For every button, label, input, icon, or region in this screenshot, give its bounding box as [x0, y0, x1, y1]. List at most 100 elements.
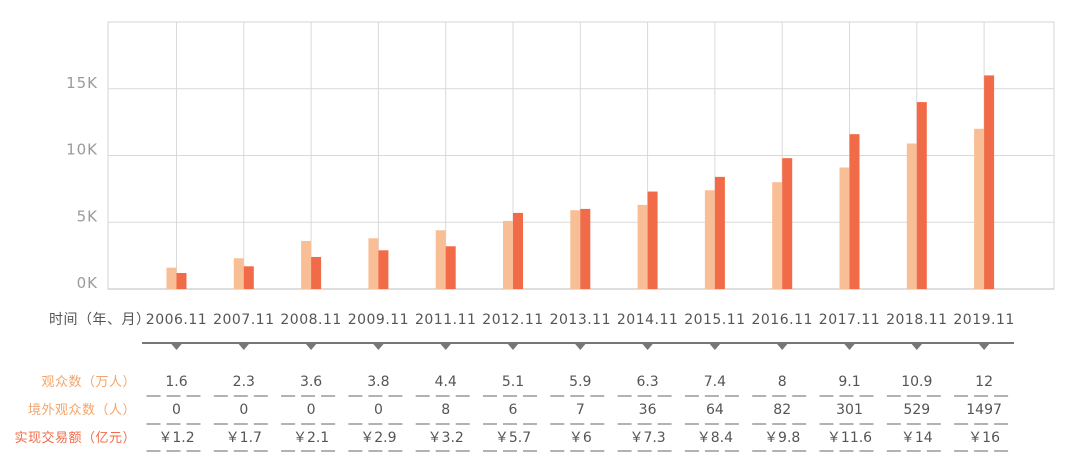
bar-series-1: [704, 190, 715, 289]
bar-series-1: [906, 143, 917, 289]
timeline-marker: [305, 343, 318, 350]
table-cell: 10.9: [901, 374, 932, 390]
timeline-marker: [910, 343, 923, 350]
bar-series-2: [176, 272, 187, 289]
table-cell: ￥16: [968, 430, 1000, 446]
bar-series-1: [301, 240, 312, 289]
table-cell: ￥8.4: [697, 430, 733, 446]
table-row-label: 观众数（万人）: [41, 375, 136, 390]
table-cell: 7.4: [704, 374, 726, 390]
x-tick-label: 2012.11: [482, 312, 543, 328]
table-cell: 5.1: [502, 374, 524, 390]
bar-series-1: [503, 220, 513, 289]
x-tick-label: 2013.11: [550, 312, 611, 328]
table-cell: 82: [773, 402, 791, 418]
table-cell: 529: [903, 402, 930, 418]
timeline-marker: [237, 343, 250, 350]
bar-series-2: [849, 134, 860, 289]
table-cell: ￥6: [569, 430, 592, 446]
table-row-label: 境外观众数（人）: [28, 403, 136, 418]
bar-series-2: [378, 250, 389, 289]
bar-series-2: [513, 212, 523, 289]
x-tick-label: 2007.11: [213, 312, 274, 328]
bar-series-2: [782, 158, 793, 289]
timeline-marker: [978, 343, 991, 350]
timeline-marker: [170, 343, 183, 350]
y-tick-label: 0K: [77, 274, 99, 292]
timeline-marker: [372, 343, 385, 350]
bar-series-1: [772, 182, 783, 289]
table-cell: 12: [975, 374, 993, 390]
x-tick-label: 2018.11: [886, 312, 947, 328]
bar-series-1: [570, 210, 581, 289]
table-cell: 7: [576, 402, 585, 418]
bar-series-1: [435, 230, 446, 289]
table-cell: ￥9.8: [764, 430, 800, 446]
x-tick-label: 2016.11: [751, 312, 812, 328]
table-cell: ￥2.1: [293, 430, 329, 446]
table-cell: ￥7.3: [629, 430, 665, 446]
table-cell: 3.6: [300, 374, 322, 390]
y-tick-label: 15K: [66, 74, 98, 92]
timeline-marker: [708, 343, 721, 350]
x-tick-label: 2014.11: [617, 312, 678, 328]
table-cell: 301: [836, 402, 863, 418]
bar-series-1: [974, 128, 985, 289]
bar-series-2: [445, 246, 456, 289]
x-tick-label: 2008.11: [280, 312, 341, 328]
timeline-marker: [574, 343, 587, 350]
table-cell: 64: [706, 402, 724, 418]
bar-series-2: [580, 208, 591, 289]
x-tick-label: 2011.11: [415, 312, 476, 328]
y-tick-label: 10K: [66, 141, 98, 159]
table-cell: 2.3: [233, 374, 255, 390]
timeline-marker: [439, 343, 452, 350]
bar-series-2: [984, 75, 995, 290]
table-cell: 3.8: [367, 374, 389, 390]
timeline-marker: [507, 343, 519, 350]
table-cell: 6: [509, 402, 518, 418]
table-cell: ￥14: [901, 430, 933, 446]
table-cell: ￥3.2: [428, 430, 464, 446]
table-cell: 8: [778, 374, 787, 390]
table-cell: 5.9: [569, 374, 591, 390]
y-tick-label: 5K: [77, 207, 99, 225]
bar-series-2: [916, 102, 927, 289]
table-cell: 1.6: [165, 374, 187, 390]
table-cell: ￥2.9: [360, 430, 396, 446]
bar-series-1: [368, 238, 379, 289]
table-cell: 36: [639, 402, 657, 418]
x-axis-title: 时间（年、月）: [49, 312, 151, 328]
bar-series-1: [166, 267, 177, 289]
table-cell: ￥11.6: [827, 430, 872, 446]
timeline-marker: [843, 343, 856, 350]
bar-series-2: [311, 256, 322, 289]
bar-series-2: [714, 176, 725, 289]
table-cell: 0: [172, 402, 181, 418]
table-cell: 1497: [966, 402, 1002, 418]
table-row-label: 实现交易额（亿元）: [14, 430, 136, 446]
table-cell: 4.4: [435, 374, 457, 390]
table-cell: 9.1: [838, 374, 860, 390]
timeline-marker: [641, 343, 654, 350]
table-cell: 0: [307, 402, 316, 418]
table-cell: ￥5.7: [495, 430, 531, 446]
timeline-marker: [776, 343, 789, 350]
table-cell: 0: [239, 402, 248, 418]
x-tick-label: 2019.11: [953, 312, 1014, 328]
bar-series-2: [647, 191, 658, 289]
bar-series-1: [839, 167, 850, 289]
table-cell: ￥1.2: [158, 430, 194, 446]
bar-series-2: [243, 266, 254, 289]
x-tick-label: 2015.11: [684, 312, 745, 328]
table-cell: ￥1.7: [226, 430, 262, 446]
x-tick-label: 2009.11: [348, 312, 409, 328]
bar-series-1: [233, 258, 244, 289]
x-tick-label: 2017.11: [819, 312, 880, 328]
bar-series-1: [637, 204, 648, 289]
x-tick-label: 2006.11: [146, 312, 207, 328]
table-cell: 0: [374, 402, 383, 418]
table-cell: 8: [441, 402, 450, 418]
